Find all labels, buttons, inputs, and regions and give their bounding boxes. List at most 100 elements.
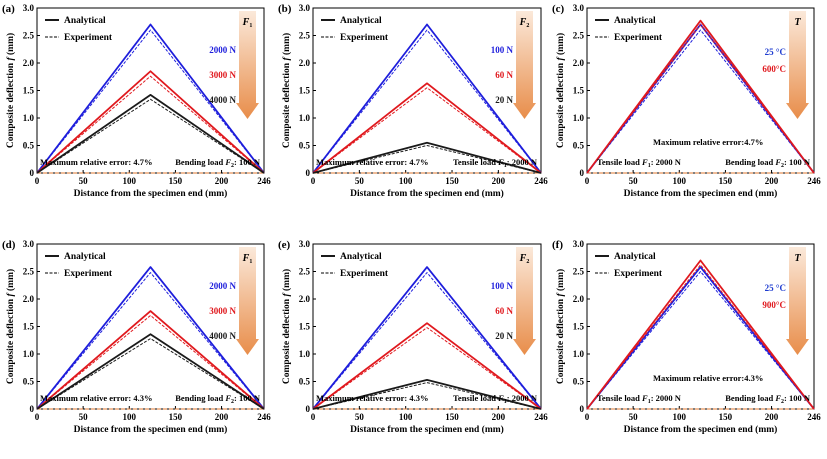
y-tick-label: 2.5 (573, 31, 585, 41)
x-tick-label: 200 (765, 176, 779, 186)
series-red-experiment-line (312, 87, 542, 174)
series-param-label: 100 N (491, 281, 514, 291)
y-tick-label: 0.5 (573, 377, 585, 387)
series-black-experiment-line (312, 382, 542, 410)
legend-analytical-label: Analytical (64, 16, 106, 26)
x-tick-label: 200 (215, 176, 229, 186)
legend-analytical-label: Analytical (614, 16, 656, 26)
series-blue-experiment-line (36, 272, 265, 410)
x-tick-label: 200 (215, 412, 229, 422)
series-param-label: 60 N (495, 70, 513, 80)
x-tick-label: 0 (35, 176, 40, 186)
y-tick-label: 0.5 (23, 141, 35, 151)
y-tick-label: 2.5 (299, 31, 311, 41)
legend: Analytical Experiment (321, 16, 389, 43)
y-tick-label: 2.0 (23, 58, 35, 68)
y-axis-title: Composite deflection f (mm) (5, 269, 16, 384)
x-tick-label: 100 (399, 176, 413, 186)
series-param-label: 2000 N (209, 281, 236, 291)
load-annotation: Bending load F2: 100 N (175, 157, 261, 169)
series-red-experiment-line (36, 315, 265, 410)
legend-experiment-label: Experiment (340, 33, 389, 43)
x-tick-label: 0 (311, 176, 316, 186)
series-blue-experiment-line (312, 29, 542, 174)
y-tick-label: 3.0 (299, 3, 311, 13)
chart-panel-c: (c) 0 50 100 150 200 246 0 0.5 1.0 1.5 2.0 2.5 3.0 Dis… (552, 3, 821, 199)
x-tick-label: 0 (585, 176, 590, 186)
legend-experiment-label: Experiment (614, 33, 663, 43)
legend: Analytical Experiment (595, 252, 663, 279)
chart-panel-f: (f) 0 50 100 150 200 246 0 0.5 1.0 1.5 2.0 2.5 3.0 Dis… (552, 239, 821, 435)
y-tick-label: 2.5 (299, 267, 311, 277)
load-annotation: Tensile load F1: 2000 N (453, 157, 538, 169)
x-tick-label: 246 (534, 176, 548, 186)
y-tick-label: 0 (306, 168, 311, 178)
y-axis-title: Composite deflection f (mm) (281, 269, 292, 384)
series-red-analytical-line (312, 322, 542, 410)
series-blue-analytical-line (36, 266, 265, 410)
y-tick-label: 2.0 (299, 294, 311, 304)
parameter-title: T (794, 253, 801, 264)
x-tick-label: 200 (492, 412, 506, 422)
parameter-title: F2 (519, 253, 530, 265)
x-axis-title: Distance from the specimen end (mm) (74, 424, 228, 435)
x-tick-label: 100 (673, 412, 687, 422)
legend-analytical-label: Analytical (614, 252, 656, 262)
chart-panel-e: (e) 0 50 100 150 200 246 0 0.5 1.0 1.5 2.0 2.5 3.0 Dis… (278, 239, 548, 435)
y-tick-label: 2.5 (23, 267, 35, 277)
y-tick-label: 0.5 (23, 377, 35, 387)
legend-experiment-label: Experiment (614, 269, 663, 279)
y-tick-label: 1.0 (299, 113, 311, 123)
max-error-annotation: Maximum relative error: 4.7% (40, 157, 153, 167)
y-tick-label: 2.0 (23, 294, 35, 304)
y-tick-label: 1.5 (23, 86, 35, 96)
series-black-experiment-line (312, 145, 542, 174)
y-tick-label: 1.5 (573, 86, 585, 96)
y-tick-label: 0 (580, 404, 585, 414)
tensile-load-annotation: Tensile load F1: 2000 N (597, 157, 682, 169)
legend: Analytical Experiment (595, 16, 663, 43)
legend: Analytical Experiment (321, 252, 389, 279)
x-tick-label: 50 (355, 412, 365, 422)
series-param-label: 900°C (762, 300, 786, 310)
series-blue-analytical-line (312, 266, 542, 410)
series-red-experiment-line (36, 75, 265, 174)
x-axis-title: Distance from the specimen end (mm) (624, 424, 778, 435)
legend-experiment-label: Experiment (340, 269, 389, 279)
chart-panel-a: (a) 0 50 100 150 200 246 0 0.5 1.0 1.5 2.0 2.5 3.0 Dis… (2, 3, 271, 199)
y-tick-label: 0.5 (299, 377, 311, 387)
series-red-analytical-line (586, 19, 815, 174)
y-tick-label: 1.5 (23, 322, 35, 332)
x-tick-label: 200 (492, 176, 506, 186)
parameter-title: T (794, 17, 801, 28)
load-annotation: Tensile load F1: 2000 N (453, 393, 538, 405)
y-tick-label: 3.0 (573, 239, 585, 249)
series-red-experiment-line (586, 264, 815, 410)
x-axis-title: Distance from the specimen end (mm) (350, 188, 504, 199)
y-tick-label: 0 (306, 404, 311, 414)
x-tick-label: 50 (79, 176, 89, 186)
y-tick-label: 0 (30, 404, 35, 414)
x-tick-label: 100 (123, 176, 137, 186)
y-axis-title: Composite deflection f (mm) (281, 33, 292, 148)
series-blue-experiment-line (586, 271, 815, 410)
panel-label: (b) (278, 3, 292, 15)
y-axis-title: Composite deflection f (mm) (555, 269, 566, 384)
series-param-label: 4000 N (209, 95, 236, 105)
x-axis-title: Distance from the specimen end (mm) (624, 188, 778, 199)
x-tick-label: 100 (123, 412, 137, 422)
legend: Analytical Experiment (45, 16, 113, 43)
gradient-arrow-icon (236, 11, 259, 119)
x-tick-label: 100 (673, 176, 687, 186)
x-tick-label: 150 (719, 412, 733, 422)
x-tick-label: 246 (534, 412, 548, 422)
series-param-label: 25 °C (765, 283, 786, 293)
load-annotation: Bending load F2: 100 N (175, 393, 261, 405)
x-tick-label: 50 (629, 176, 639, 186)
series-red-analytical-line (586, 259, 815, 410)
y-tick-label: 1.5 (299, 86, 311, 96)
parameter-title: F1 (242, 17, 253, 29)
y-tick-label: 3.0 (573, 3, 585, 13)
gradient-arrow-icon (513, 247, 536, 355)
